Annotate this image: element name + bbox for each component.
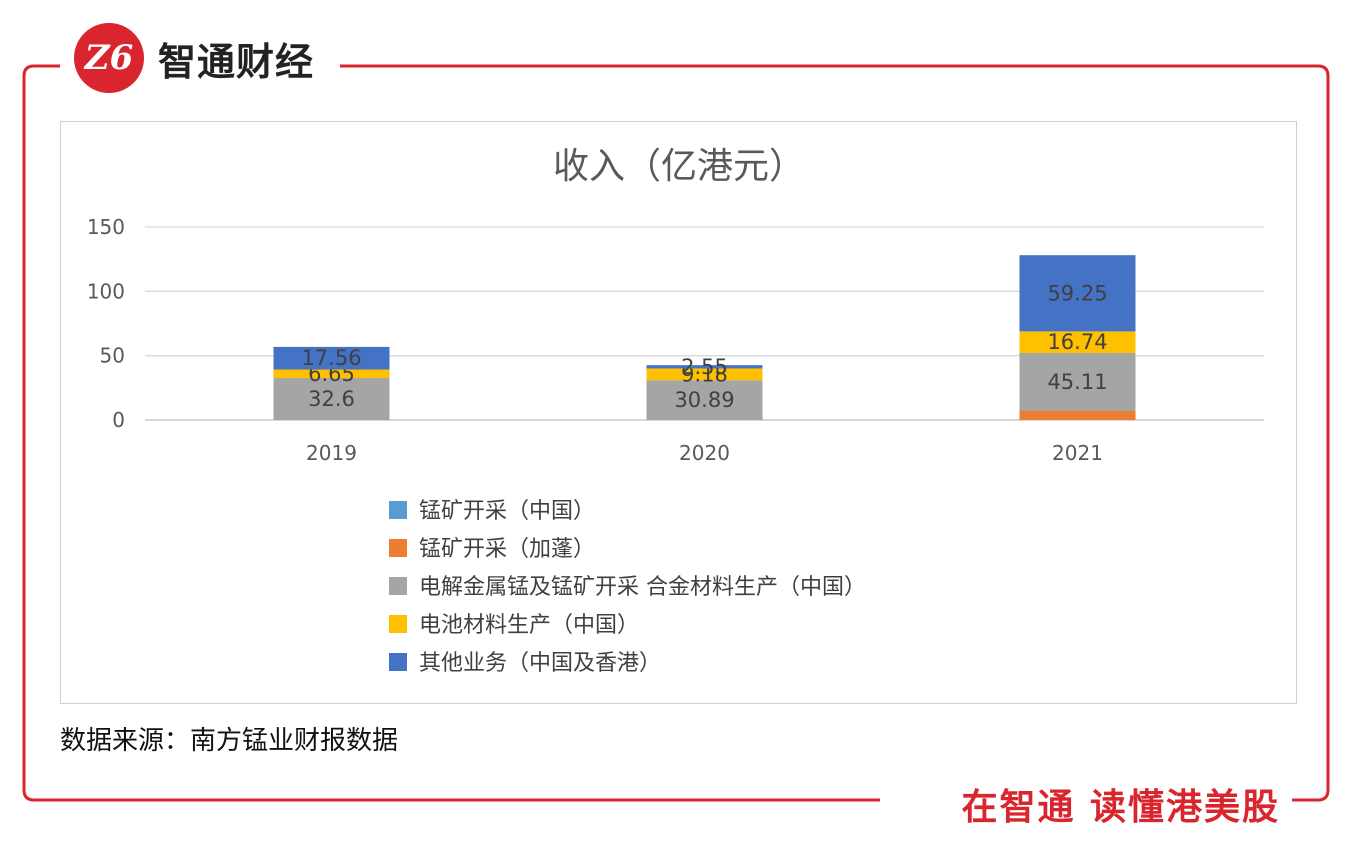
- bar-segment: [1019, 410, 1136, 420]
- y-tick-label: 150: [87, 215, 125, 239]
- legend-label: 锰矿开采（中国）: [419, 499, 595, 524]
- legend-swatch: [389, 615, 407, 633]
- brand-header: Z6 智通财经: [74, 20, 329, 96]
- revenue-stacked-bar-chart: 收入（亿港元）05010015032.66.6517.56201930.899.…: [87, 146, 1264, 676]
- bar-segment: [273, 378, 390, 420]
- bar-segment: [646, 365, 763, 369]
- bar-segment: [646, 380, 763, 420]
- bar-segment: [1019, 352, 1136, 411]
- bar-segment: [1019, 331, 1136, 353]
- x-tick-label: 2021: [1052, 441, 1103, 465]
- data-label: 17.56: [301, 346, 361, 370]
- legend-label: 电解金属锰及锰矿开采 合金材料生产（中国）: [419, 575, 866, 600]
- x-tick-label: 2019: [306, 441, 357, 465]
- data-label: 59.25: [1047, 281, 1107, 305]
- chart-container: 收入（亿港元） 0 50 100 150 32.6 6.65 17.56 2019 30.89 9.…: [60, 121, 1297, 704]
- y-tick-label: 0: [112, 408, 125, 432]
- data-label: 45.11: [1047, 370, 1107, 394]
- footer-slogan: 在智通 读懂港美股: [951, 778, 1290, 830]
- y-tick-label: 100: [87, 279, 125, 303]
- bar-segment: [646, 368, 763, 381]
- data-label: 32.6: [308, 387, 355, 411]
- legend-swatch: [389, 501, 407, 519]
- bar-segment: [1019, 255, 1136, 332]
- data-label: 16.74: [1047, 330, 1107, 354]
- brand-name: 智通财经: [158, 39, 315, 84]
- bar-segment: [273, 346, 390, 370]
- legend-swatch: [389, 653, 407, 671]
- legend-label: 其他业务（中国及香港）: [419, 651, 661, 676]
- chart-title: 收入（亿港元）: [553, 146, 805, 187]
- data-label: 2.55: [681, 355, 728, 379]
- data-label: 30.89: [674, 388, 734, 412]
- legend-label: 电池材料生产（中国）: [419, 613, 639, 638]
- data-source-note: 数据来源：南方锰业财报数据: [60, 726, 399, 756]
- legend-label: 锰矿开采（加蓬）: [419, 537, 595, 562]
- brand-logo-icon: Z6: [74, 23, 144, 93]
- bar-segment: [273, 369, 390, 379]
- legend-swatch: [389, 539, 407, 557]
- y-tick-label: 50: [100, 344, 125, 368]
- legend-swatch: [389, 577, 407, 595]
- x-tick-label: 2020: [679, 441, 730, 465]
